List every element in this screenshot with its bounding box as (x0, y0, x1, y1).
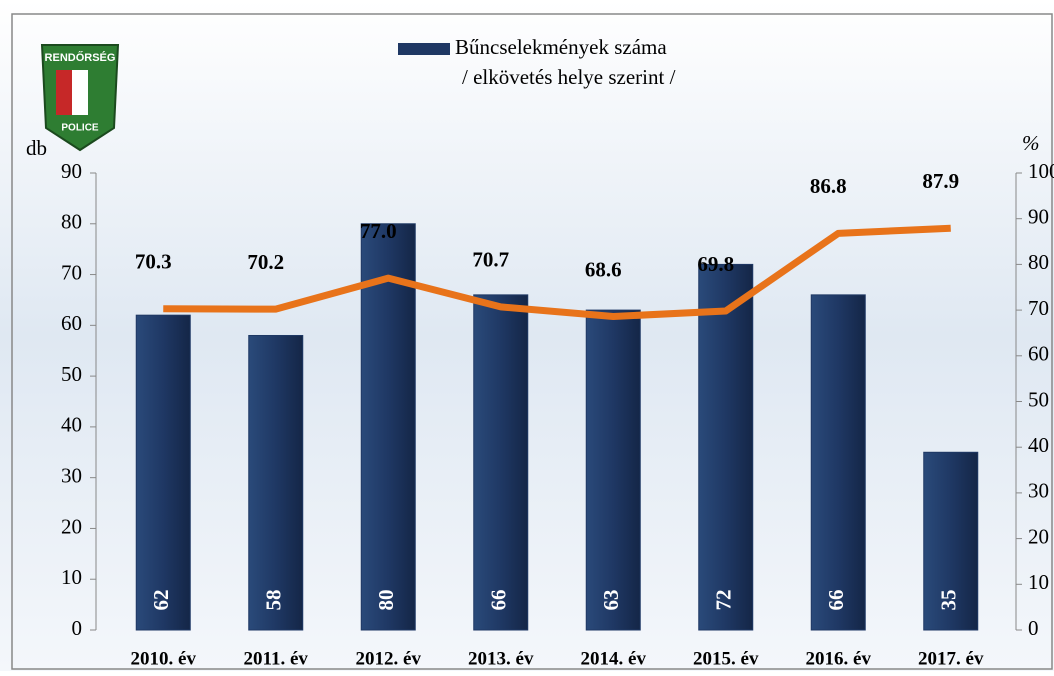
x-tick-label: 2011. év (244, 648, 309, 669)
bar (923, 451, 979, 631)
logo-text: POLICE (61, 123, 99, 134)
y-tick-label: 80 (61, 210, 82, 234)
bar-value-label: 80 (374, 590, 398, 611)
bar (698, 263, 754, 631)
bar (585, 309, 641, 631)
bar (248, 334, 304, 631)
bar-value-label: 62 (149, 590, 173, 611)
y2-tick-label: 10 (1028, 570, 1049, 594)
legend-swatch (398, 43, 450, 55)
y2-tick-label: 0 (1028, 616, 1039, 640)
logo: RENDŐRSÉG POLICE (40, 44, 120, 152)
line-value-label: 70.7 (472, 248, 509, 272)
y2-tick-label: 80 (1028, 250, 1049, 274)
bar-value-label: 63 (599, 590, 623, 611)
y-tick-label: 0 (72, 616, 83, 640)
x-tick-label: 2017. év (918, 648, 984, 669)
y2-axis-title: % (1022, 131, 1040, 155)
bar (360, 223, 416, 631)
bar-value-label: 58 (262, 590, 286, 611)
y2-tick-label: 50 (1028, 387, 1049, 411)
line (163, 224, 951, 320)
legend-label: Bűncselekmények száma / elkövetés helye s… (455, 35, 676, 89)
y2-tick-label: 20 (1028, 524, 1049, 548)
x-tick-label: 2013. év (468, 648, 534, 669)
y-tick-label: 10 (61, 565, 82, 589)
legend: Bűncselekmények száma / elkövetés helye s… (398, 35, 676, 89)
y2-tick-label: 30 (1028, 479, 1049, 503)
logo-stripe (88, 70, 104, 115)
logo-stripe (72, 70, 88, 115)
y-tick-label: 30 (61, 463, 82, 487)
y2-tick-label: 40 (1028, 433, 1049, 457)
line-value-label: 70.2 (247, 250, 284, 274)
logo-stripe (56, 70, 72, 115)
x-tick-label: 2010. év (131, 648, 197, 669)
y-tick-label: 70 (61, 260, 82, 284)
bar-value-label: 66 (824, 590, 848, 611)
y-tick-label: 20 (61, 514, 82, 538)
line-value-label: 69.8 (697, 252, 734, 276)
y-tick-label: 90 (61, 159, 82, 183)
frame (11, 13, 1053, 670)
y-tick-label: 40 (61, 413, 82, 437)
line-value-label: 68.6 (585, 257, 622, 281)
bar-value-label: 66 (487, 590, 511, 611)
line-value-label: 77.0 (360, 219, 397, 243)
x-tick-label: 2014. év (581, 648, 647, 669)
line-value-label: 87.9 (922, 169, 959, 193)
y-tick-label: 50 (61, 362, 82, 386)
bar (473, 294, 529, 631)
y2-tick-label: 100 (1028, 159, 1054, 183)
bar-value-label: 35 (937, 590, 961, 611)
y-tick-label: 60 (61, 311, 82, 335)
y-axis-title: db (26, 136, 47, 160)
x-tick-label: 2012. év (356, 648, 422, 669)
x-tick-label: 2016. év (806, 648, 872, 669)
y2-tick-label: 90 (1028, 205, 1049, 229)
bar (135, 314, 191, 631)
line-value-label: 86.8 (810, 174, 847, 198)
bar-value-label: 72 (712, 590, 736, 611)
y2-tick-label: 70 (1028, 296, 1049, 320)
x-tick-label: 2015. év (693, 648, 759, 669)
line-value-label: 70.3 (135, 250, 172, 274)
bar (810, 294, 866, 631)
y2-tick-label: 60 (1028, 342, 1049, 366)
logo-text: RENDŐRSÉG (45, 51, 116, 64)
